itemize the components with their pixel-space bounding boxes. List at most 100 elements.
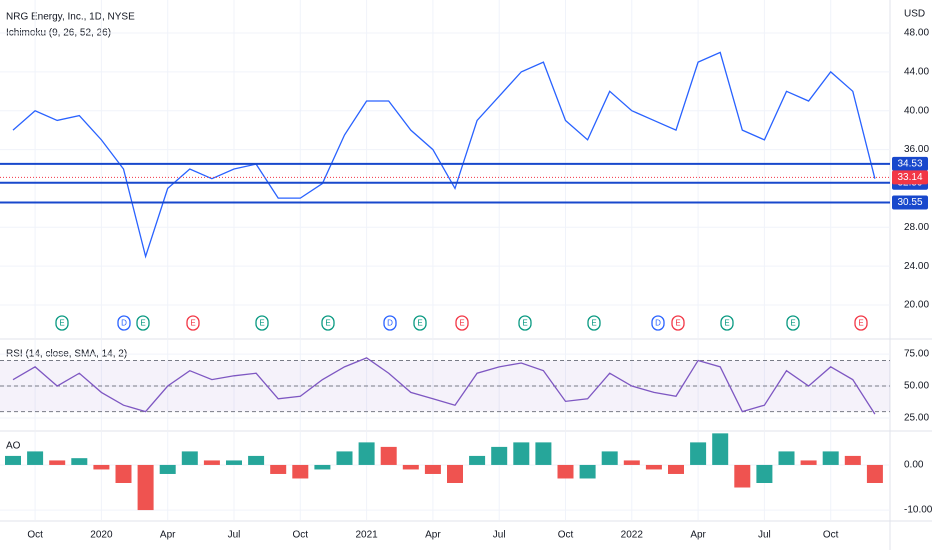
ao-bar <box>756 464 773 483</box>
y-tick-label: 50.00 <box>904 381 929 392</box>
ao-bar <box>557 464 574 479</box>
y-tick-label: 20.00 <box>904 300 929 311</box>
y-tick-label: 40.00 <box>904 105 929 116</box>
price-label-box <box>892 195 928 210</box>
y-tick-label: 44.00 <box>904 67 929 78</box>
ao-bar <box>734 464 751 488</box>
event-icon <box>587 315 601 331</box>
ao-bar <box>579 464 596 479</box>
x-tick-label: Oct <box>823 530 839 541</box>
event-label: E <box>259 319 264 328</box>
event-label: E <box>190 319 195 328</box>
ao-bar <box>358 442 375 465</box>
event-icon <box>383 315 397 331</box>
ao-bar <box>402 464 419 470</box>
ao-bar <box>292 464 309 479</box>
ao-bar <box>447 464 463 483</box>
ao-bar <box>690 442 707 465</box>
ao-bar <box>844 455 861 465</box>
event-label: E <box>325 319 330 328</box>
ao-bar <box>270 464 287 474</box>
event-icon <box>720 315 734 331</box>
event-label: E <box>522 319 527 328</box>
y-tick-label: 48.00 <box>904 28 929 39</box>
ao-bar <box>513 442 530 465</box>
event-label: D <box>387 319 393 328</box>
event-icon <box>671 315 685 331</box>
ao-bar <box>137 464 154 511</box>
event-label: E <box>675 319 680 328</box>
event-label: E <box>858 319 863 328</box>
x-tick-label: Jul <box>758 530 771 541</box>
ao-bar <box>314 464 331 470</box>
axis-label: USD <box>904 9 925 20</box>
event-icon <box>651 315 665 331</box>
y-tick-label: 75.00 <box>904 349 929 360</box>
ao-bar <box>645 464 662 470</box>
x-tick-label: Apr <box>425 530 441 541</box>
event-label: E <box>790 319 795 328</box>
x-tick-label: Oct <box>558 530 574 541</box>
y-tick-label: 28.00 <box>904 222 929 233</box>
x-tick-label: Apr <box>690 530 706 541</box>
event-icon <box>255 315 269 331</box>
event-label: E <box>59 319 64 328</box>
event-icon <box>136 315 150 331</box>
y-tick-label: 36.00 <box>904 144 929 155</box>
ao-bar <box>866 464 883 483</box>
price-label: 34.53 <box>897 158 922 169</box>
event-label: E <box>459 319 464 328</box>
ao-bar <box>159 464 176 474</box>
ao-bar <box>822 451 839 465</box>
ao-bar <box>115 464 132 483</box>
chart-title: NRG Energy, Inc., 1D, NYSE <box>6 12 135 23</box>
price-line <box>12 51 876 259</box>
event-icon <box>854 315 868 331</box>
price-label-box <box>892 170 928 185</box>
ao-bar <box>181 451 198 465</box>
ao-bar <box>491 446 508 465</box>
ao-bar <box>203 460 220 465</box>
ao-bar <box>380 446 397 465</box>
event-label: E <box>140 319 145 328</box>
x-tick-label: Apr <box>160 530 176 541</box>
event-icon <box>186 315 200 331</box>
event-label: E <box>724 319 729 328</box>
event-icon <box>117 315 131 331</box>
price-label: 30.55 <box>897 197 922 208</box>
y-tick-label: 0.00 <box>904 460 924 471</box>
ao-bar <box>601 451 618 465</box>
y-tick-label: -10.00 <box>904 505 932 516</box>
x-tick-label: Jul <box>228 530 241 541</box>
y-tick-label: 24.00 <box>904 261 929 272</box>
ao-bar <box>71 458 88 465</box>
ao-bar <box>800 460 817 465</box>
ao-bar <box>778 451 795 465</box>
price-label: 33.14 <box>897 172 922 183</box>
ao-bar <box>469 455 486 465</box>
y-tick-label: 25.00 <box>904 413 929 424</box>
ao-bar <box>623 460 640 465</box>
ao-bar <box>248 455 265 465</box>
event-icon <box>55 315 69 331</box>
event-label: D <box>121 319 127 328</box>
x-tick-label: Oct <box>27 530 43 541</box>
ao-bar <box>93 464 110 470</box>
ao-bar <box>336 451 353 465</box>
ao-bar <box>712 433 729 465</box>
x-tick-label: 2020 <box>90 530 113 541</box>
event-label: D <box>655 319 661 328</box>
event-icon <box>518 315 532 331</box>
ao-bar <box>226 460 242 465</box>
event-label: E <box>417 319 422 328</box>
price-line <box>12 357 876 415</box>
event-icon <box>321 315 335 331</box>
ao-bar <box>668 464 684 474</box>
event-icon <box>786 315 800 331</box>
price-label-box <box>892 156 928 171</box>
ao-bar <box>49 460 66 465</box>
event-label: E <box>591 319 596 328</box>
x-tick-label: 2021 <box>355 530 378 541</box>
